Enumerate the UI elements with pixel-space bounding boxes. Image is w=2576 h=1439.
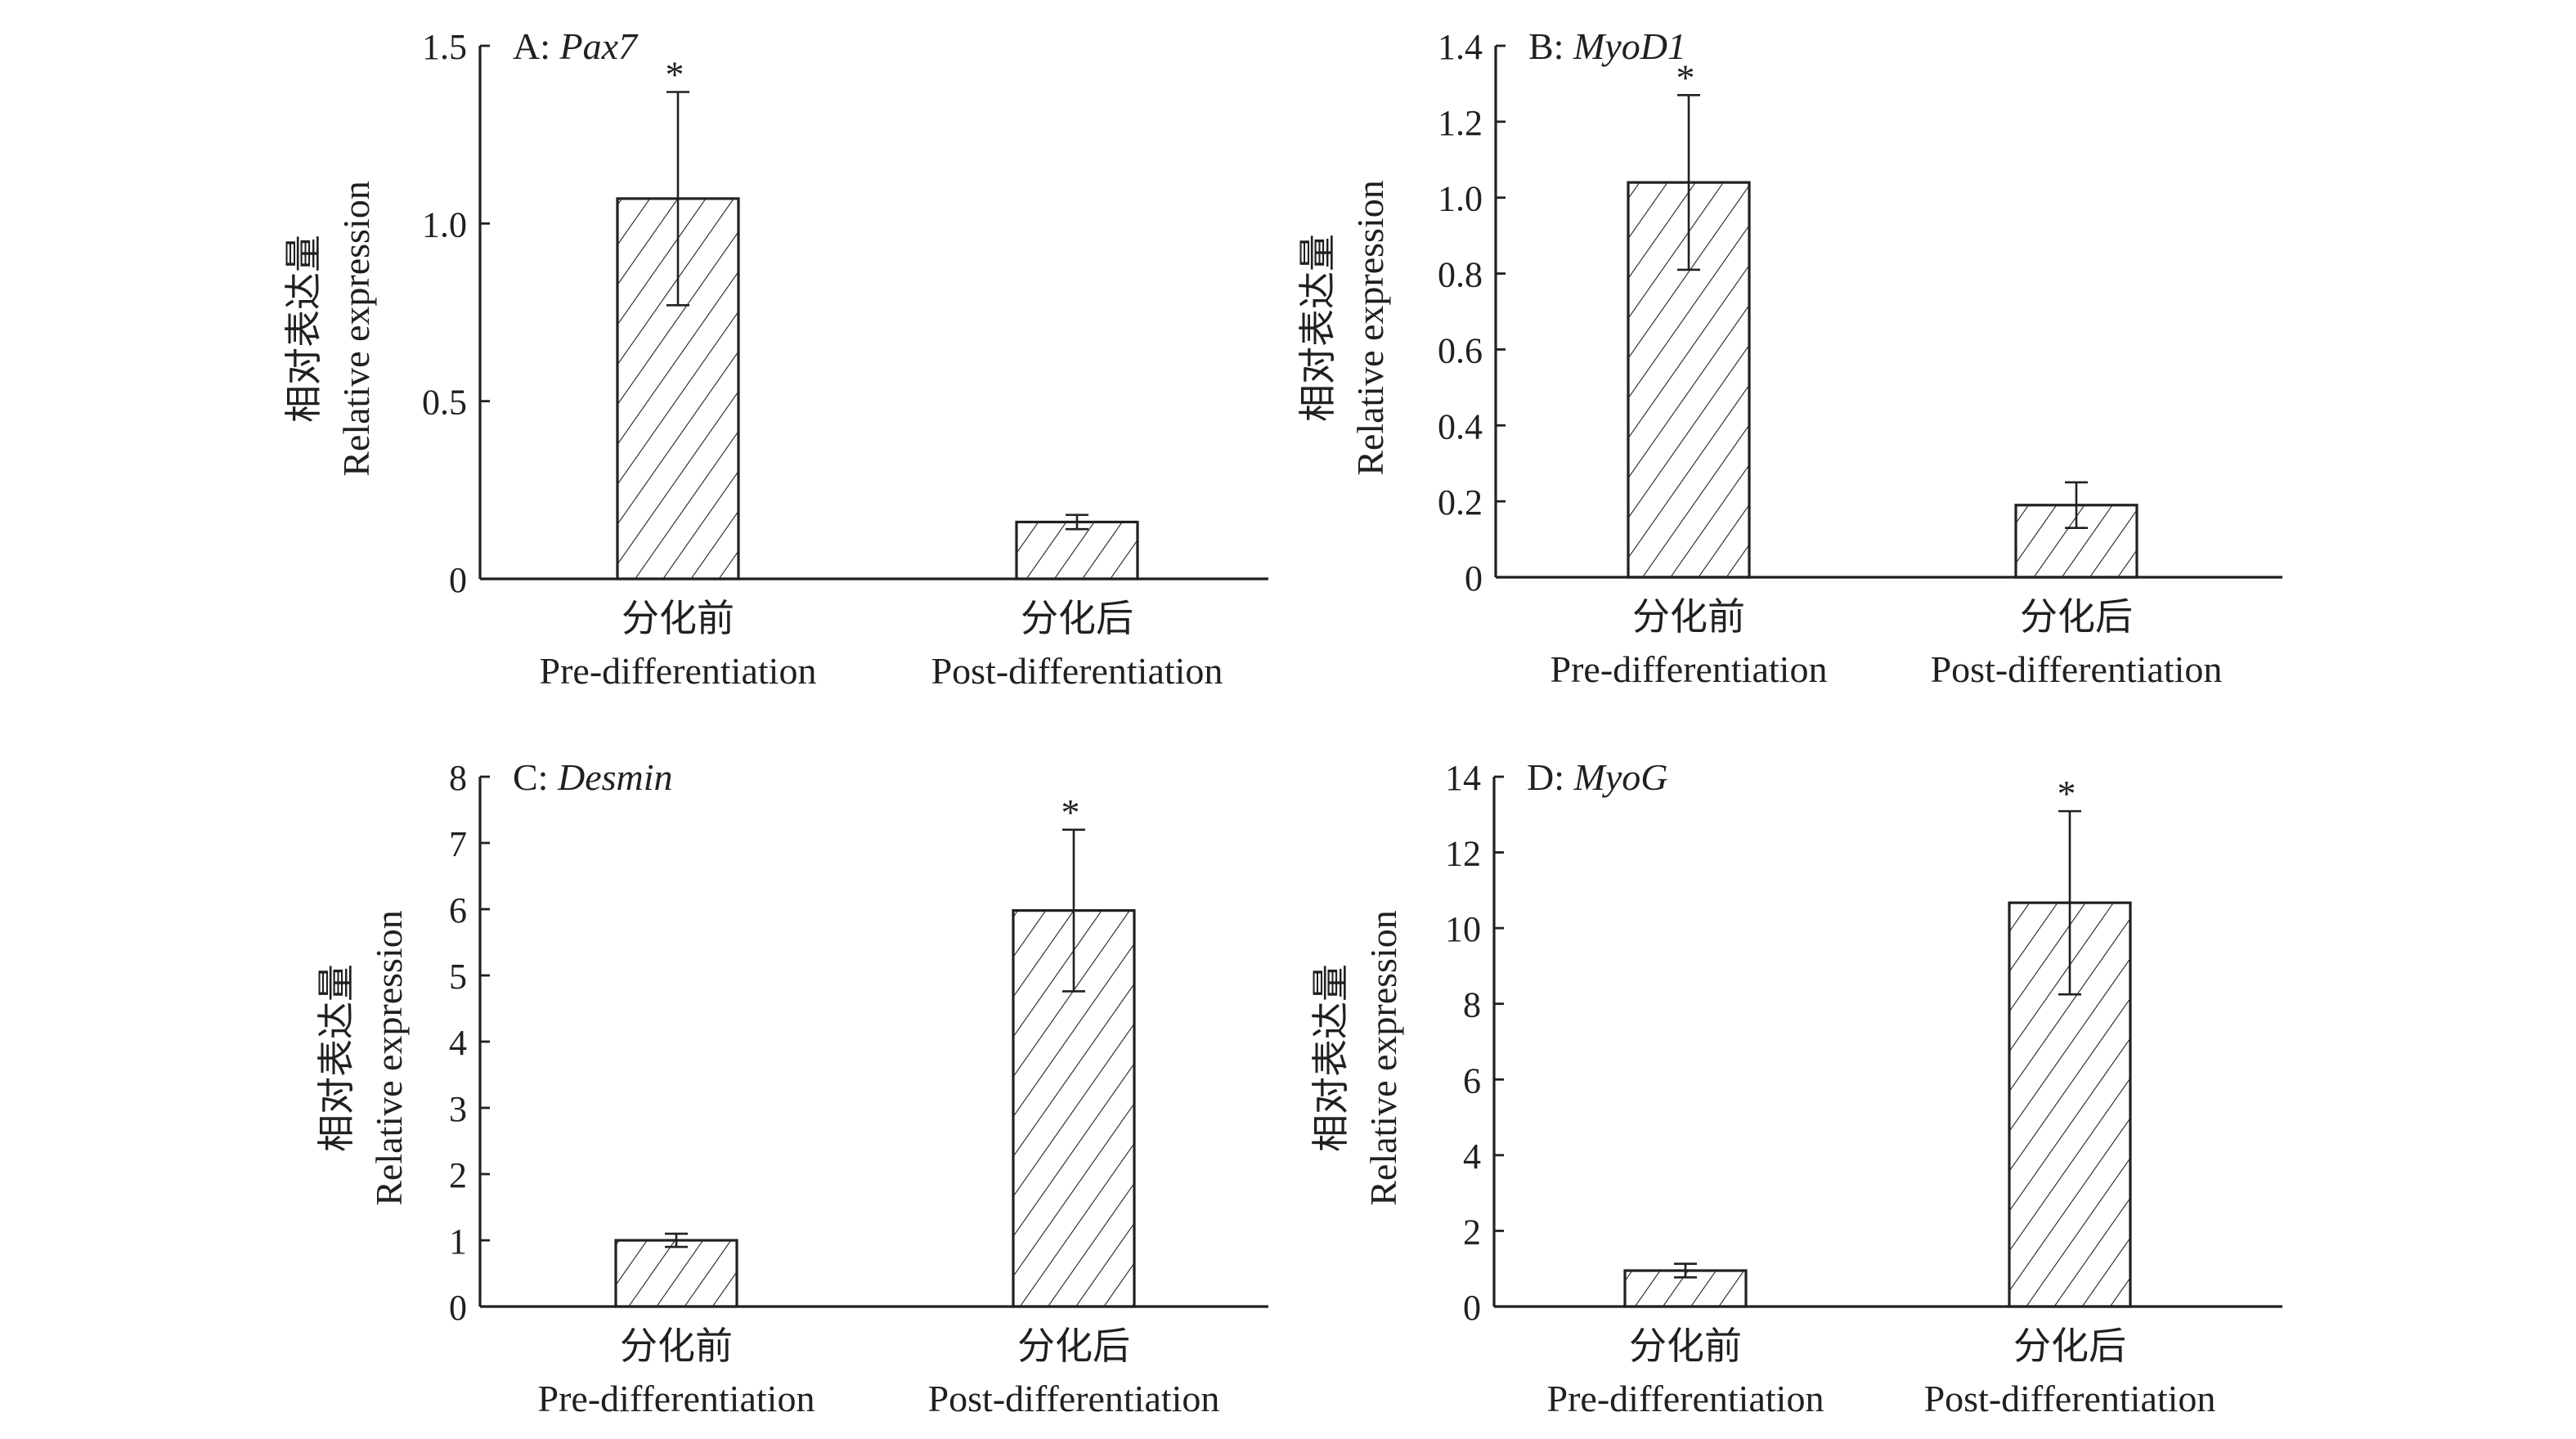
bar (1015, 520, 1139, 581)
y-tick-label: 1 (449, 1222, 467, 1262)
category-label-cn: 分化前 (622, 598, 734, 639)
y-tick-label: 1.2 (1438, 103, 1483, 143)
y-axis-label-cn: 相对表达量 (1310, 964, 1352, 1152)
category-label: Pre-differentiation (1547, 1378, 1824, 1419)
y-tick-label: 0 (449, 560, 467, 600)
y-tick-label: 8 (449, 758, 467, 798)
category-label: Pre-differentiation (540, 650, 817, 692)
panel-title: D: MyoG (1527, 756, 1667, 798)
category-label: Post-differentiation (1924, 1378, 2216, 1419)
category-label-cn: 分化后 (1017, 1325, 1130, 1367)
panel-letter: A: (513, 25, 560, 67)
gene-name: Pax7 (559, 25, 640, 67)
gene-name: Desmin (557, 756, 673, 798)
panel-title: C: Desmin (513, 756, 673, 798)
y-tick-label: 0.5 (422, 383, 467, 423)
y-tick-label: 3 (449, 1089, 467, 1129)
y-tick-label: 14 (1445, 758, 1481, 798)
y-tick-label: 7 (449, 824, 467, 864)
y-axis-label-cn: 相对表达量 (283, 235, 325, 423)
y-axis-label-cn: 相对表达量 (1297, 234, 1339, 422)
bar (614, 1239, 738, 1308)
category-label-cn: 分化后 (1021, 598, 1133, 639)
panel-title: B: MyoD1 (1528, 25, 1686, 67)
y-tick-label: 10 (1445, 909, 1481, 949)
significance-marker: * (2058, 773, 2076, 814)
y-tick-label: 8 (1463, 985, 1481, 1025)
y-tick-label: 0.8 (1438, 255, 1483, 295)
significance-marker: * (1676, 56, 1695, 98)
panel-c: 0 1 2 3 4 5 6 7 8 C: Desmin 相对表达量 Relative expressi… (316, 756, 1268, 1419)
y-tick-label: 1.5 (422, 27, 467, 67)
category-label: Post-differentiation (931, 650, 1223, 692)
category-label: Post-differentiation (1931, 648, 2223, 690)
category-label-cn: 分化前 (1629, 1325, 1742, 1367)
category-label-cn: 分化后 (2013, 1325, 2126, 1367)
y-tick-label: 6 (1463, 1060, 1481, 1101)
category-label: Pre-differentiation (538, 1378, 815, 1419)
significance-marker: * (1061, 791, 1080, 833)
y-axis-label: Relative expression (368, 910, 410, 1206)
y-tick-label: 0 (1463, 1288, 1481, 1328)
y-tick-label: 2 (449, 1155, 467, 1195)
category-label-cn: 分化前 (620, 1325, 733, 1367)
y-tick-label: 4 (449, 1023, 467, 1063)
y-tick-label: 5 (449, 957, 467, 997)
y-tick-label: 0.4 (1438, 406, 1483, 446)
gene-name: MyoD1 (1573, 25, 1686, 67)
panel-d: 0 2 4 6 8 10 12 14 D: MyoG 相对表达量 Relative expressi… (1310, 756, 2282, 1419)
y-tick-label: 0 (1465, 558, 1483, 598)
y-tick-label: 6 (449, 890, 467, 930)
y-tick-label: 0 (449, 1288, 467, 1328)
y-axis-label: Relative expression (335, 181, 377, 477)
panel-letter: C: (513, 756, 558, 798)
panel-letter: D: (1527, 756, 1574, 798)
category-label: Post-differentiation (928, 1378, 1220, 1419)
significance-marker: * (666, 54, 684, 96)
y-tick-label: 4 (1463, 1136, 1481, 1177)
category-label-cn: 分化前 (1632, 596, 1745, 638)
y-tick-label: 1.0 (1438, 179, 1483, 219)
y-tick-label: 2 (1463, 1212, 1481, 1252)
y-tick-label: 12 (1445, 834, 1481, 874)
y-tick-label: 0.2 (1438, 482, 1483, 522)
y-axis-label: Relative expression (1362, 910, 1404, 1206)
y-axis-label-cn: 相对表达量 (316, 964, 357, 1152)
category-label: Pre-differentiation (1551, 648, 1828, 690)
category-label-cn: 分化后 (2020, 596, 2133, 638)
y-axis-label: Relative expression (1349, 180, 1391, 476)
y-tick-label: 0.6 (1438, 330, 1483, 370)
panel-title: A: Pax7 (513, 25, 639, 67)
gene-name: MyoG (1573, 756, 1668, 798)
y-tick-label: 1.4 (1438, 27, 1483, 67)
panel-b: 0 0.2 0.4 0.6 0.8 1.0 1.2 1.4 B: MyoD1 相对表达量 Relat… (1297, 25, 2282, 690)
panel-a: 0 0.5 1.0 1.5 A: Pax7 相对表达量 Relative expressio… (283, 25, 1268, 692)
y-tick-label: 1.0 (422, 204, 467, 244)
panel-letter: B: (1528, 25, 1573, 67)
